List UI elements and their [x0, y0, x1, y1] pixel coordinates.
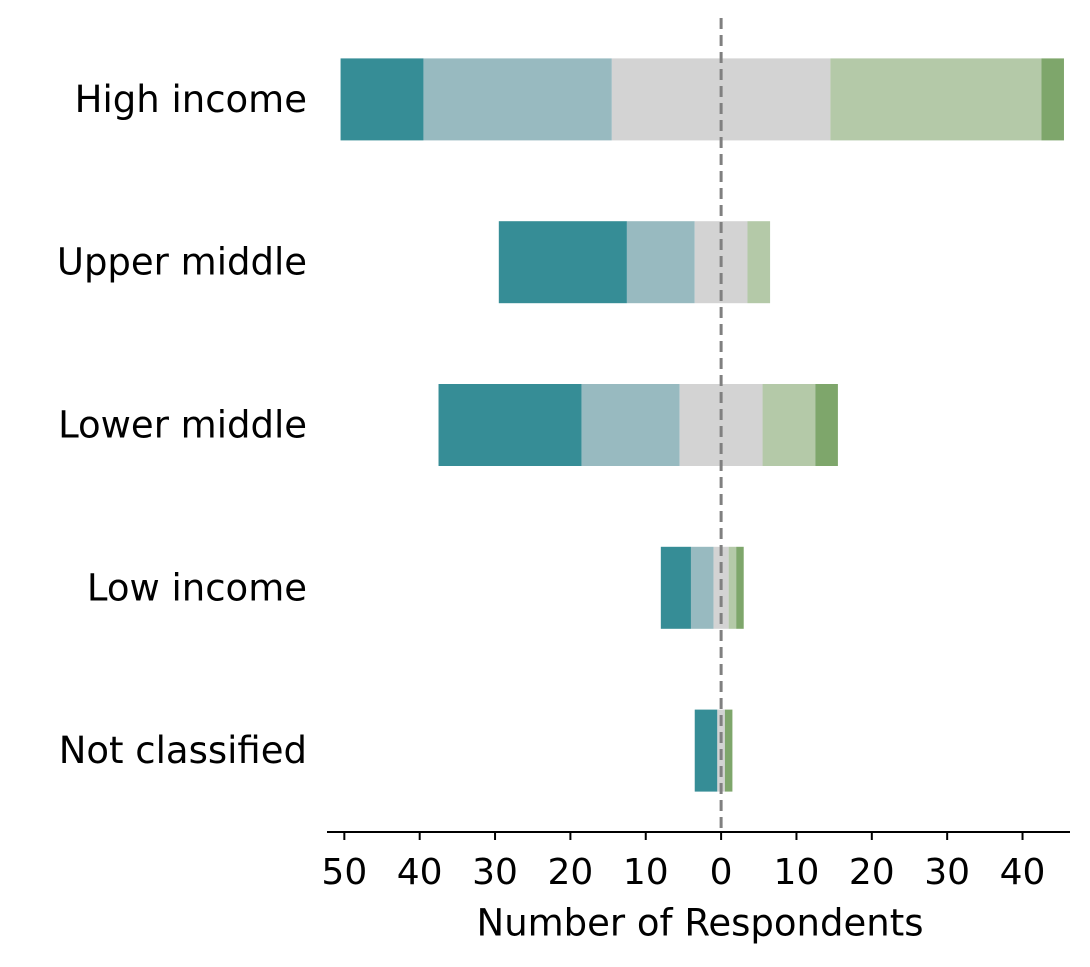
- x-tick-label: 40: [397, 852, 443, 893]
- x-tick-label: 30: [472, 852, 518, 893]
- bar-segment: [830, 58, 1042, 141]
- x-tick-label: 50: [321, 852, 367, 893]
- bar-segment: [724, 709, 733, 792]
- x-tick-label: 20: [849, 852, 895, 893]
- x-tick-label: 20: [547, 852, 593, 893]
- x-tick-label: 10: [774, 852, 820, 893]
- y-tick-label: Upper middle: [57, 241, 307, 284]
- x-axis-label: Number of Respondents: [477, 902, 924, 945]
- y-tick-label: Lower middle: [58, 404, 307, 447]
- bar-segment: [690, 546, 714, 629]
- y-tick-label: Not classified: [59, 729, 307, 772]
- y-tick-label: Low income: [87, 566, 307, 609]
- bar-segment: [626, 221, 695, 304]
- y-tick-label: High income: [75, 78, 307, 121]
- bar-segment: [815, 384, 838, 466]
- x-tick-label: 30: [924, 852, 970, 893]
- x-tick-label: 40: [1000, 852, 1046, 893]
- bar-segment: [736, 546, 744, 629]
- bar-segment: [581, 384, 680, 466]
- bar-segment: [728, 546, 737, 629]
- bar-segment: [1041, 58, 1064, 141]
- bar-segment: [340, 58, 424, 141]
- x-tick-label: 10: [623, 852, 669, 893]
- bar-segment: [423, 58, 612, 141]
- bar-segment: [438, 384, 582, 466]
- x-tick-label: 0: [710, 852, 733, 893]
- bar-segment: [660, 546, 691, 629]
- bar-segment: [694, 709, 718, 792]
- bar-segment: [498, 221, 627, 304]
- bar-segment: [747, 221, 771, 304]
- bar-segment: [762, 384, 816, 466]
